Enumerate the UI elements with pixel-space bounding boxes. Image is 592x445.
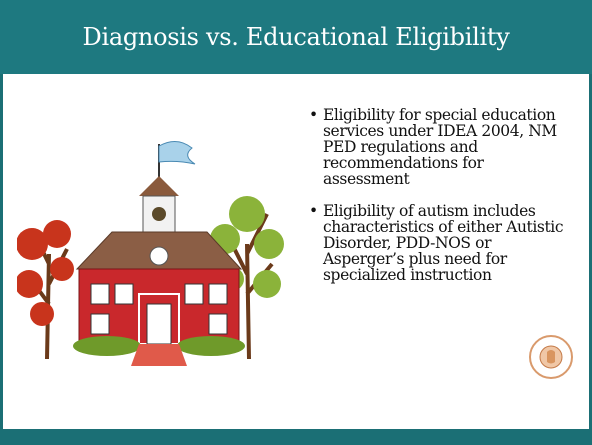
- slide-body: Eligibility for special education servic…: [3, 74, 589, 429]
- logo: [528, 334, 574, 380]
- bullet: Eligibility for special education servic…: [309, 107, 571, 187]
- bullet: Eligibility of autism includes character…: [309, 203, 571, 283]
- header: Diagnosis vs. Educational Eligibility: [0, 0, 592, 74]
- schoolhouse-clipart: [17, 134, 287, 379]
- slide: Diagnosis vs. Educational Eligibility: [0, 0, 592, 445]
- slide-title: Diagnosis vs. Educational Eligibility: [83, 23, 510, 51]
- bullet-list: Eligibility for special education servic…: [309, 107, 571, 299]
